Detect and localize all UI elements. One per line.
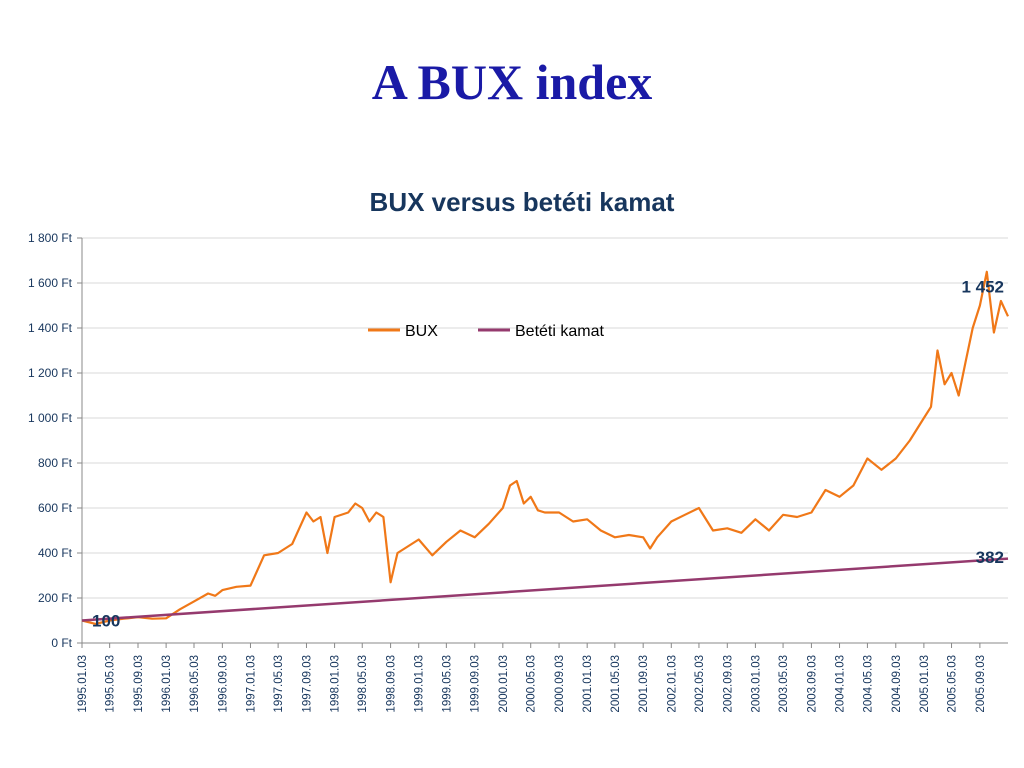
y-tick-label: 1 600 Ft <box>28 276 73 290</box>
y-tick-label: 1 000 Ft <box>28 411 73 425</box>
y-tick-label: 0 Ft <box>51 636 72 650</box>
x-tick-label: 2004.09.03 <box>891 655 903 713</box>
x-tick-label: 1995.09.03 <box>133 655 145 713</box>
y-tick-label: 1 200 Ft <box>28 366 73 380</box>
x-tick-label: 2001.09.03 <box>638 655 650 713</box>
y-tick-label: 1 800 Ft <box>28 231 73 245</box>
x-tick-label: 1998.05.03 <box>357 655 369 713</box>
x-axis: 1995.01.03 1995.05.03 1995.09.03 1996.01.03… <box>77 238 1008 713</box>
x-tick-label: 2000.09.03 <box>554 655 566 713</box>
x-tick-label: 1998.09.03 <box>386 655 398 713</box>
x-tick-label: 1996.05.03 <box>189 655 201 713</box>
x-tick-label: 2005.05.03 <box>947 655 959 713</box>
x-tick-label: 2005.01.03 <box>919 655 931 713</box>
y-tick-label: 1 400 Ft <box>28 321 73 335</box>
x-tick-label: 2000.01.03 <box>498 655 510 713</box>
x-tick-label: 1997.09.03 <box>301 655 313 713</box>
x-tick-label: 1999.05.03 <box>441 655 453 713</box>
x-tick-label: 1995.01.03 <box>77 655 89 713</box>
betet-kamat-line <box>81 557 1009 622</box>
y-tick-label: 800 Ft <box>38 456 73 470</box>
x-tick-label: 1997.01.03 <box>245 655 257 713</box>
slide-title: A BUX index <box>371 54 653 110</box>
y-tick-label: 200 Ft <box>38 591 73 605</box>
chart-title: BUX versus betéti kamat <box>370 187 675 217</box>
gridlines <box>82 237 1008 644</box>
legend-item-bux-label: BUX <box>405 323 438 340</box>
bux-line <box>81 270 1009 626</box>
kamat-end-value-label: 382 <box>976 548 1004 567</box>
x-tick-label: 2004.05.03 <box>862 655 874 713</box>
x-tick-label: 2004.01.03 <box>835 655 847 713</box>
x-tick-label: 2002.05.03 <box>694 655 706 713</box>
y-axis-ticks: 0 Ft 200 Ft 400 Ft 600 Ft 800 Ft 1 000 Ft 1 20… <box>28 231 82 650</box>
x-tick-label: 2001.01.03 <box>582 655 594 713</box>
series-lines <box>81 270 1009 626</box>
x-tick-label: 2001.05.03 <box>610 655 622 713</box>
bux-end-value-label: 1 452 <box>961 277 1004 296</box>
x-tick-label: 1998.01.03 <box>330 655 342 713</box>
start-value-label: 100 <box>92 612 120 631</box>
x-tick-label: 2005.09.03 <box>975 655 987 713</box>
legend-item-betet-kamat-label: Betéti kamat <box>515 323 604 340</box>
x-tick-label: 2000.05.03 <box>526 655 538 713</box>
x-tick-label: 2003.01.03 <box>750 655 762 713</box>
legend: BUX Betéti kamat <box>368 323 604 340</box>
x-tick-label: 2003.09.03 <box>806 655 818 713</box>
x-tick-label: 1996.09.03 <box>217 655 229 713</box>
x-tick-label: 1995.05.03 <box>105 655 117 713</box>
x-tick-label: 2002.01.03 <box>666 655 678 713</box>
x-tick-label: 2003.05.03 <box>778 655 790 713</box>
x-tick-label: 1999.01.03 <box>414 655 426 713</box>
y-tick-label: 400 Ft <box>38 546 73 560</box>
x-tick-label: 1999.09.03 <box>470 655 482 713</box>
x-tick-label: 1997.05.03 <box>273 655 285 713</box>
annotations: 100 1 452 382 <box>92 277 1004 630</box>
y-tick-label: 600 Ft <box>38 501 73 515</box>
x-tick-label: 1996.01.03 <box>161 655 173 713</box>
x-tick-label: 2002.09.03 <box>722 655 734 713</box>
